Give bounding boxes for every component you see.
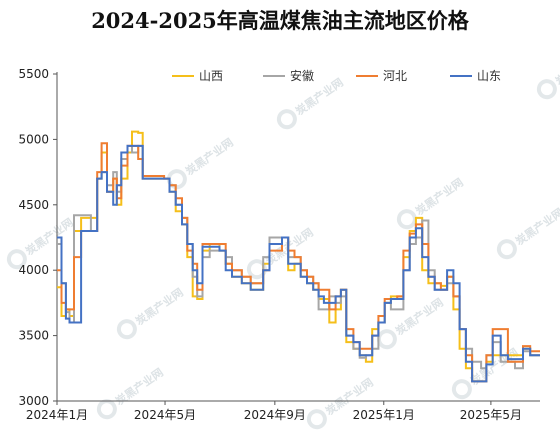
- watermark-logo-icon: [306, 409, 327, 430]
- y-tick-label: 4500: [18, 198, 49, 212]
- x-tick-label: 2025年1月: [353, 408, 415, 422]
- watermark-text: 炭黑产业网: [113, 365, 166, 408]
- legend-item: 安徽: [263, 68, 314, 83]
- x-tick-label: 2025年5月: [460, 408, 522, 422]
- watermark-text: 炭黑产业网: [183, 135, 236, 178]
- x-tick-label: 2024年9月: [244, 408, 306, 422]
- watermark-text: 炭黑产业网: [513, 205, 560, 248]
- watermark-logo-icon: [496, 239, 517, 260]
- y-tick-label: 5000: [18, 132, 49, 146]
- legend-item: 山西: [172, 69, 223, 83]
- legend-item: 山东: [450, 69, 501, 83]
- y-tick-label: 4000: [18, 263, 49, 277]
- watermark-logo-icon: [96, 399, 117, 420]
- watermark-text: 炭黑产业网: [553, 45, 560, 88]
- watermark: 炭黑产业网: [536, 45, 560, 100]
- watermark-text: 炭黑产业网: [133, 285, 186, 328]
- watermark: 炭黑产业网: [6, 215, 76, 270]
- axes: 3000 3500 4000 4500 5000 5500 2024年1月 2024年5月 20…: [18, 67, 540, 422]
- legend-label: 山西: [199, 69, 223, 83]
- watermark-text: 炭黑产业网: [263, 225, 316, 268]
- x-tick-label: 2024年1月: [26, 408, 88, 422]
- legend-label: 河北: [383, 69, 407, 83]
- watermark-logo-icon: [116, 319, 137, 340]
- series-layer: [57, 130, 540, 383]
- watermark-logo-icon: [451, 379, 472, 400]
- legend: 山西 安徽 河北 山东: [172, 68, 501, 83]
- chart-title: 2024-2025年高温煤焦油主流地区价格: [91, 8, 470, 33]
- legend-label: 安徽: [290, 68, 314, 83]
- y-tick-label: 3500: [18, 329, 49, 343]
- watermark: 炭黑产业网: [496, 205, 560, 260]
- legend-item: 河北: [356, 69, 407, 83]
- watermark-text: 炭黑产业网: [413, 175, 466, 218]
- watermark-logo-icon: [276, 109, 297, 130]
- watermark-text: 炭黑产业网: [23, 215, 76, 258]
- series-line: [57, 142, 540, 383]
- watermark-logo-icon: [376, 329, 397, 350]
- watermark: 炭黑产业网: [246, 225, 316, 280]
- watermark-logo-icon: [396, 209, 417, 230]
- y-tick-label: 5500: [18, 67, 49, 81]
- watermark-text: 炭黑产业网: [393, 295, 446, 338]
- series-line: [57, 144, 540, 383]
- watermark: 炭黑产业网: [396, 175, 466, 230]
- watermark: 炭黑产业网: [116, 285, 186, 340]
- legend-label: 山东: [477, 69, 501, 83]
- x-tick-label: 2024年5月: [134, 408, 196, 422]
- watermark: 炭黑产业网: [166, 135, 236, 190]
- watermark-logo-icon: [536, 79, 557, 100]
- watermark-logo-icon: [6, 249, 27, 270]
- y-tick-label: 3000: [18, 394, 49, 408]
